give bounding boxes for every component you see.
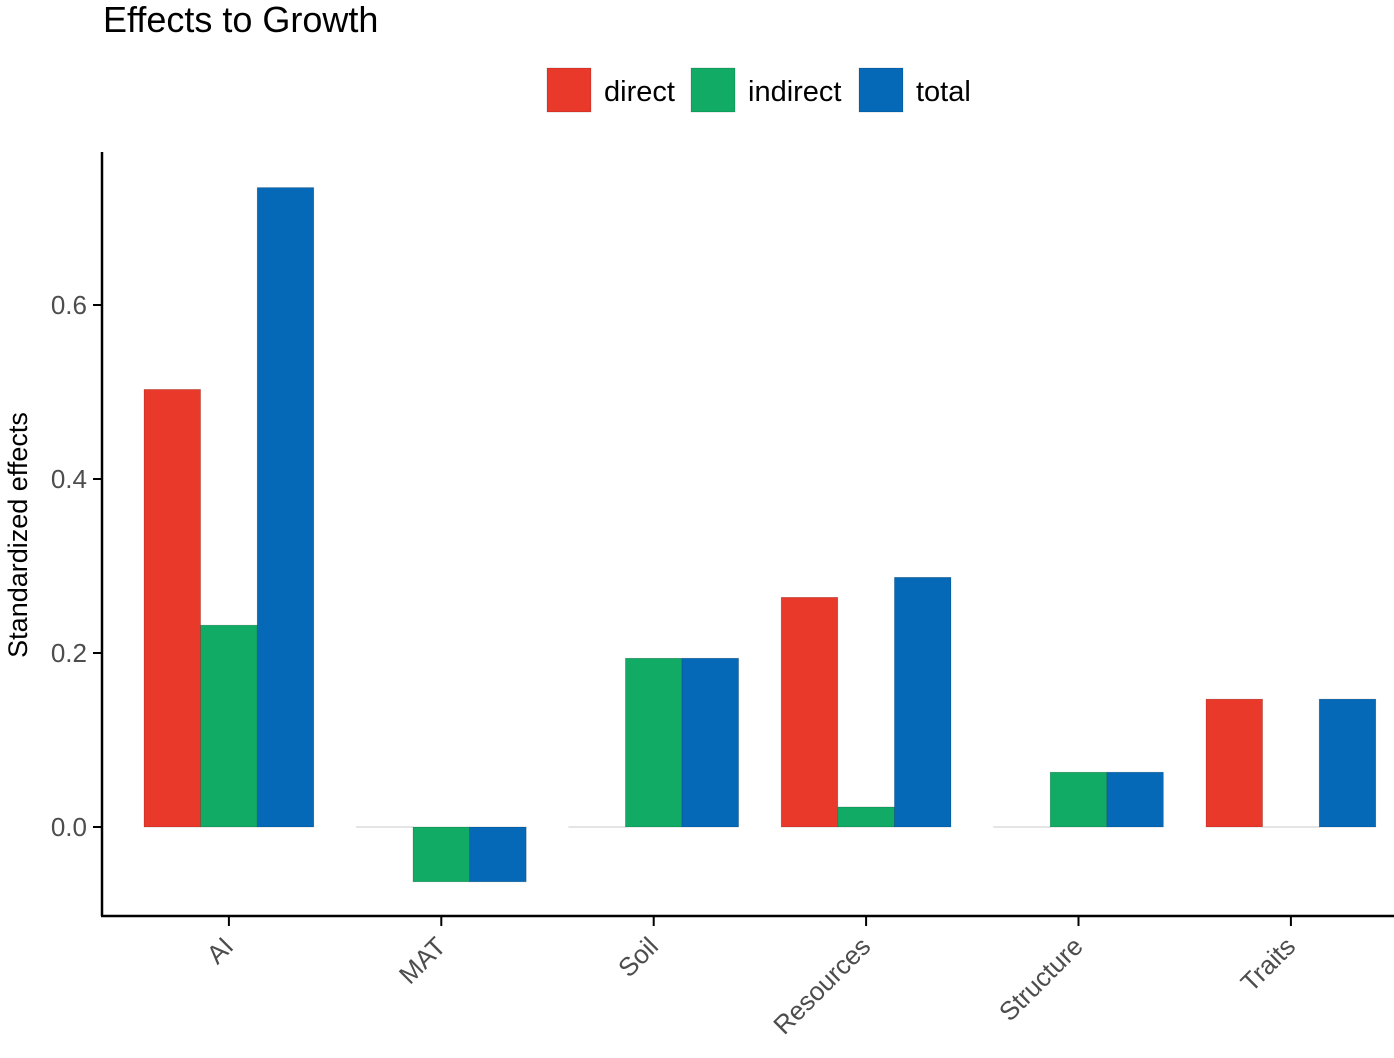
x-tick-label: MAT [393, 931, 452, 990]
legend-label-indirect: indirect [748, 76, 842, 108]
legend-key-direct [546, 67, 592, 113]
plot-area: 0.0 0.2 0.4 0.6 AI MAT Soil Resources Structure… [51, 152, 1394, 1040]
bar-ai-direct [143, 389, 201, 828]
bar-resources-direct [780, 597, 839, 828]
bar-mat-indirect [412, 826, 470, 883]
x-ticks: AI MAT Soil Resources Structure Traits [201, 916, 1302, 1040]
x-tick-label: Structure [993, 931, 1089, 1027]
bar-traits-direct [1205, 698, 1263, 828]
bar-ai-total [256, 187, 315, 828]
y-tick-label: 0.2 [51, 638, 87, 668]
legend-label-direct: direct [604, 76, 675, 108]
legend-key-indirect [690, 67, 736, 113]
legend: direct indirect total [546, 67, 971, 113]
y-tick-label: 0.4 [51, 464, 87, 494]
bar-resources-total [894, 577, 952, 828]
y-tick-label: 0.0 [51, 812, 87, 842]
y-ticks: 0.0 0.2 0.4 0.6 [51, 290, 102, 842]
bar-ai-indirect [200, 624, 258, 828]
x-tick-label: Soil [612, 931, 664, 983]
legend-key-total [858, 67, 904, 113]
x-tick-label: AI [201, 931, 240, 970]
y-axis-title: Standardized effects [3, 412, 33, 658]
legend-label-total: total [916, 76, 971, 108]
y-tick-label: 0.6 [51, 290, 87, 320]
x-tick-label: Traits [1235, 931, 1302, 998]
chart-title: Effects to Growth [103, 0, 378, 40]
bar-structure-indirect [1049, 771, 1108, 828]
bar-structure-total [1106, 771, 1164, 828]
bars [143, 187, 1377, 883]
bar-resources-indirect [837, 806, 895, 828]
x-tick-label: Resources [767, 931, 876, 1040]
bar-soil-indirect [625, 657, 683, 828]
bar-soil-total [681, 657, 739, 828]
bar-traits-total [1318, 698, 1377, 828]
bar-mat-total [469, 826, 527, 883]
